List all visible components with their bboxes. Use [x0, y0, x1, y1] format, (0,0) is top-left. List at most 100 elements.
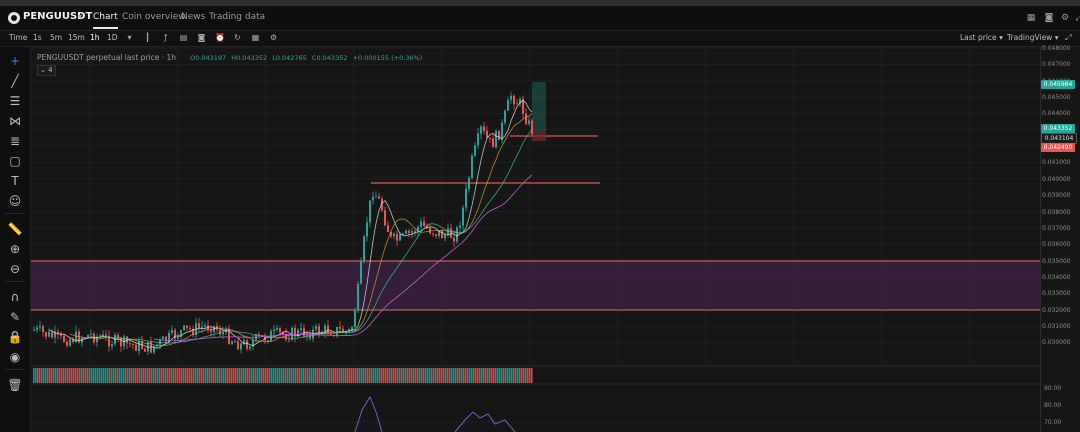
volume-bar	[139, 368, 141, 383]
candle-type-icon[interactable]: ┃	[145, 33, 150, 42]
tab-chart[interactable]: Chart	[93, 12, 118, 29]
volume-bar	[493, 368, 495, 383]
interval-5m[interactable]: 5m	[50, 33, 63, 42]
volume-bar	[525, 368, 527, 383]
pencil-lock-icon[interactable]: ✎	[9, 310, 21, 324]
symbol-name[interactable]: PENGUUSDT	[23, 11, 93, 22]
candle-body	[489, 137, 491, 139]
tab-coin-overview[interactable]: Coin overview	[122, 12, 186, 22]
candle-body	[195, 323, 197, 335]
camera-icon[interactable]: ◙	[1044, 13, 1054, 23]
gear-icon[interactable]: ⚙	[1060, 13, 1070, 23]
volume-bar	[433, 368, 435, 383]
interval-1s[interactable]: 1s	[33, 33, 42, 42]
candle-body	[393, 233, 395, 237]
interval-1h[interactable]: 1h	[90, 33, 100, 42]
price-tag-top: 0.045984	[1041, 80, 1075, 89]
volume-bar	[237, 368, 239, 383]
calendar-icon[interactable]: ▦	[251, 33, 260, 42]
candle-body	[192, 329, 194, 335]
volume-bar	[383, 368, 385, 383]
volume-bar	[341, 368, 343, 383]
ruler-icon[interactable]: 📏	[7, 222, 23, 236]
volume-bar	[267, 368, 269, 383]
candle-body	[456, 227, 458, 242]
indicators-icon[interactable]: ƒ	[164, 33, 167, 42]
volume-bar	[187, 368, 189, 383]
volume-bar	[447, 368, 449, 383]
candle-body	[204, 325, 206, 327]
zoom-out-icon[interactable]: ⊖	[9, 262, 21, 276]
volume-bar	[57, 368, 59, 383]
view-mode-select[interactable]: TradingView ▾	[1007, 33, 1059, 42]
zoom-in-icon[interactable]: ⊕	[9, 242, 21, 256]
interval-1d[interactable]: 1D	[107, 33, 118, 42]
time-button[interactable]: Time	[9, 33, 28, 42]
eye-icon[interactable]: ◉	[9, 350, 21, 364]
layout-icon[interactable]: ▤	[179, 33, 188, 42]
indicator-toggle[interactable]: ⌄ 4	[37, 65, 56, 76]
alert-icon[interactable]: ⏰	[215, 33, 225, 42]
settings-icon[interactable]: ⚙	[269, 33, 278, 42]
horizontal-lines-icon[interactable]: ☰	[9, 94, 21, 108]
legend-close: C0.043352	[311, 54, 348, 62]
candle-body	[90, 333, 92, 335]
pitchfork-icon[interactable]: ⋈	[9, 114, 21, 128]
candle-body	[273, 329, 275, 332]
osc-line	[354, 395, 383, 432]
candle-body	[129, 343, 131, 345]
candle-body	[294, 327, 296, 337]
candle-body	[465, 188, 467, 208]
crosshair-icon[interactable]: +	[9, 54, 21, 68]
candle-body	[381, 198, 383, 211]
interval-15m[interactable]: 15m	[68, 33, 85, 42]
candle-body	[426, 225, 428, 228]
volume-bar	[275, 368, 277, 383]
candle-body	[72, 339, 74, 342]
price-mode-select[interactable]: Last price ▾	[960, 33, 1003, 42]
lock-icon[interactable]: 🔒	[7, 330, 23, 344]
candle-body	[363, 236, 365, 261]
candle-body	[357, 283, 359, 311]
candle-body	[438, 230, 440, 237]
text-icon[interactable]: T	[11, 174, 19, 188]
volume-bar	[455, 368, 457, 383]
candle-body	[375, 196, 377, 198]
grid-icon[interactable]: ▦	[1026, 13, 1036, 23]
chevron-down-icon[interactable]: ▾	[127, 33, 132, 42]
legend-high: H0.043352	[231, 54, 268, 62]
volume-bar	[233, 368, 235, 383]
trash-icon[interactable]: 🗑	[7, 378, 23, 392]
volume-bar	[419, 368, 421, 383]
price-scale[interactable]	[1040, 47, 1080, 432]
emoji-icon[interactable]: ☺	[8, 194, 22, 208]
price-label: 0.047000	[1042, 61, 1071, 69]
candle-body	[504, 110, 506, 123]
rectangle-icon[interactable]: ▢	[9, 154, 21, 168]
volume-bar	[323, 368, 325, 383]
volume-bar	[73, 368, 75, 383]
tab-trading-data[interactable]: Trading data	[209, 12, 266, 22]
candle-body	[261, 335, 263, 337]
volume-bar	[273, 368, 275, 383]
volume-bar	[499, 368, 501, 383]
volume-bar	[225, 368, 227, 383]
magnet-icon[interactable]: ∩	[10, 290, 20, 304]
volume-bar	[49, 368, 51, 383]
volume-bar	[315, 368, 317, 383]
volume-bar	[97, 368, 99, 383]
snapshot-icon[interactable]: ◙	[197, 33, 206, 42]
replay-icon[interactable]: ↻	[234, 33, 241, 42]
candle-body	[33, 329, 35, 331]
fib-icon[interactable]: ≣	[9, 134, 21, 148]
volume-bar	[399, 368, 401, 383]
tab-news[interactable]: News	[181, 12, 206, 22]
volume-bar	[239, 368, 241, 383]
candle-body	[159, 339, 161, 345]
price-tag-last: 0.043352	[1041, 124, 1075, 133]
volume-bar	[271, 368, 273, 383]
trendline-icon[interactable]: ╱	[11, 74, 19, 88]
chevron-down-icon[interactable]: ▾	[78, 12, 83, 21]
expand-icon[interactable]: ⤢	[1065, 33, 1072, 42]
fullscreen-icon[interactable]: ⤢	[1075, 13, 1080, 23]
